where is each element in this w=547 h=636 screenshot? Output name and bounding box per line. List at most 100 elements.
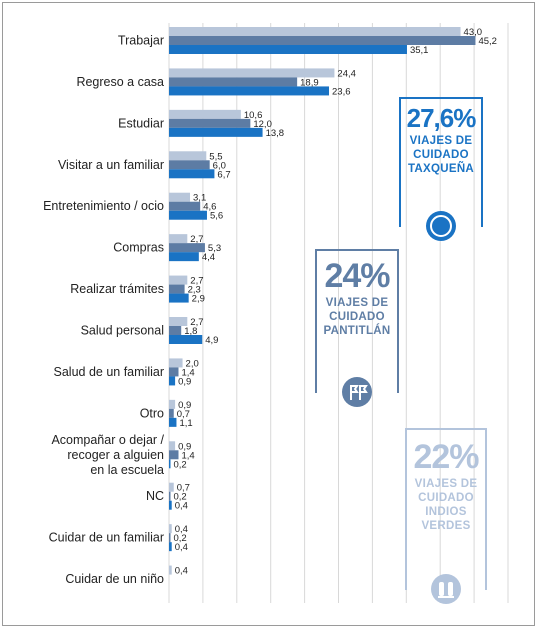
value-label: 4,9 — [205, 335, 218, 346]
value-label: 2,0 — [186, 358, 199, 369]
bar — [169, 210, 207, 220]
value-label: 0,2 — [174, 533, 187, 544]
value-label: 0,4 — [175, 524, 188, 535]
bar-chart: Trabajar 43,045,2 35,1 Regreso a casa 24,4 18… — [43, 23, 509, 603]
bar — [169, 68, 335, 78]
bar — [169, 376, 176, 386]
bar — [169, 417, 177, 427]
category-label: Visitar a un familiar — [58, 158, 164, 172]
bar — [169, 533, 171, 543]
value-label: 0,4 — [175, 501, 188, 512]
bar — [169, 36, 476, 45]
badge-taxquena: 27,6% VIAJES DE CUIDADO TAXQUEÑA — [399, 97, 483, 241]
value-label: 24,4 — [337, 68, 356, 79]
value-label: 2,7 — [190, 317, 203, 328]
moon-icon — [426, 211, 456, 241]
value-label: 0,7 — [177, 483, 190, 494]
badge-indios-verdes-line4: VERDES — [421, 520, 471, 532]
value-label: 45,2 — [478, 36, 497, 47]
value-label: 2,3 — [188, 285, 201, 296]
bar — [169, 293, 189, 303]
badge-indios-verdes-percent: 22% — [413, 438, 479, 476]
bar — [169, 127, 263, 137]
category-label: Estudiar — [118, 116, 164, 130]
value-label: 10,6 — [244, 110, 262, 121]
badge-indios-verdes: 22% VIAJES DE CUIDADO INDIOS VERDES — [405, 428, 487, 604]
category-label: Realizar trámites — [70, 282, 164, 296]
value-label: 0,2 — [174, 492, 187, 503]
value-label: 1,4 — [181, 367, 194, 378]
badge-indios-verdes-line2: CUIDADO — [418, 492, 474, 504]
bar — [169, 450, 179, 460]
category-label: Trabajar — [118, 34, 164, 48]
value-label: 13,8 — [266, 128, 285, 139]
bar — [169, 243, 205, 253]
bar — [169, 491, 171, 501]
bar — [169, 459, 171, 469]
bar — [169, 565, 172, 575]
category-label: Compras — [113, 241, 164, 255]
category-label: Salud de un familiar — [54, 365, 164, 379]
statues-icon — [431, 574, 461, 604]
value-label: 5,3 — [208, 243, 221, 254]
chart-frame: Trabajar 43,0 45,2 35,1 Regreso a casa 24,4 18… — [2, 2, 535, 626]
value-label: 3,1 — [193, 193, 206, 204]
labels: Trabajar 43,045,2 35,1 Regreso a casa 24,4 18… — [43, 27, 497, 586]
value-label: 1,1 — [179, 418, 192, 429]
value-label: 0,7 — [177, 409, 190, 420]
bar — [169, 160, 210, 170]
badge-taxquena-percent: 27,6% — [406, 103, 477, 133]
bar — [169, 118, 251, 128]
bar — [169, 408, 174, 418]
value-label: 5,6 — [210, 211, 223, 222]
value-label: 5,5 — [209, 151, 222, 162]
bar — [169, 234, 188, 244]
category-label: recoger a alguien — [67, 448, 164, 462]
bar — [169, 109, 241, 119]
value-label: 18,9 — [300, 77, 319, 88]
category-label: NC — [146, 489, 164, 503]
bar — [169, 524, 172, 534]
category-label: en la escuela — [90, 463, 164, 477]
value-label: 2,9 — [192, 294, 205, 305]
category-label: Cuidar de un familiar — [49, 531, 164, 545]
value-label: 4,4 — [202, 252, 215, 263]
bar — [169, 201, 201, 211]
value-label: 0,4 — [175, 566, 188, 577]
bar — [169, 500, 172, 510]
bar — [169, 151, 207, 161]
bar — [169, 77, 298, 87]
bar — [169, 284, 185, 294]
value-label: 2,7 — [190, 276, 203, 287]
value-label: 12,0 — [253, 119, 271, 130]
bar — [169, 367, 179, 377]
value-label: 1,4 — [181, 450, 194, 461]
value-label: 0,9 — [178, 400, 191, 411]
flags-icon — [342, 377, 372, 407]
category-label: Cuidar de un niño — [65, 572, 164, 586]
badge-pantitlan-line1: VIAJES DE — [325, 297, 389, 309]
value-label: 0,2 — [174, 459, 187, 470]
value-label: 6,0 — [213, 160, 226, 171]
category-label: Salud personal — [81, 324, 164, 338]
badge-taxquena-line2: CUIDADO — [413, 149, 469, 161]
value-label: 1,8 — [184, 326, 197, 337]
bar — [169, 192, 191, 202]
bar — [169, 317, 188, 326]
value-label: 4,6 — [203, 202, 216, 213]
bar — [169, 335, 203, 344]
badge-pantitlan-line3: PANTITLÁN — [323, 325, 391, 337]
value-label: 6,7 — [217, 169, 230, 180]
category-label: Regreso a casa — [76, 75, 164, 89]
bar — [169, 482, 174, 492]
bar — [169, 399, 176, 409]
value-label: 35,1 — [410, 45, 429, 56]
bar — [169, 275, 188, 285]
badge-taxquena-line3: TAXQUEÑA — [407, 163, 475, 175]
bar — [169, 252, 199, 262]
badge-taxquena-line1: VIAJES DE — [409, 135, 473, 147]
category-label: Entretenimiento / ocio — [43, 199, 164, 213]
bar — [169, 441, 176, 451]
badge-indios-verdes-line1: VIAJES DE — [414, 478, 478, 490]
bars — [169, 27, 476, 575]
